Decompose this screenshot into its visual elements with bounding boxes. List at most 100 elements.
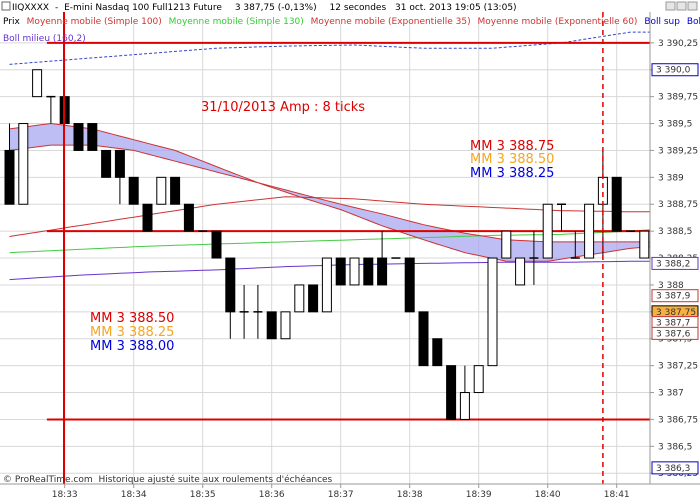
price-label-text: 3 387,9 xyxy=(656,292,691,302)
footer-text: © ProRealTime.com Historique ajusté suit… xyxy=(3,474,333,485)
candle xyxy=(114,149,125,205)
candle-body xyxy=(114,149,125,178)
x-tick-label: 18:34 xyxy=(121,490,147,500)
instrument-name: E-mini Nasdaq 100 Full1213 Future xyxy=(64,3,222,13)
candle xyxy=(87,123,98,151)
price-label: 3 390,0 xyxy=(651,63,699,77)
candle-body xyxy=(142,203,153,232)
candle xyxy=(542,203,553,259)
candle xyxy=(501,230,512,259)
candle xyxy=(253,284,263,339)
candle-body xyxy=(170,176,181,205)
candle xyxy=(335,257,346,286)
candle xyxy=(225,257,236,339)
legend-item: Moyenne mobile (Simple 100) xyxy=(27,17,162,27)
price-labels: 3 390,0 3 388,2 3 387,9 3 387,753 387,7 3 38… xyxy=(651,63,699,475)
candle xyxy=(487,257,498,367)
candle-body xyxy=(639,230,650,259)
candle xyxy=(156,176,167,205)
ema-band-area xyxy=(9,123,650,262)
y-tick-label: 3 387 xyxy=(658,389,684,399)
candle-body xyxy=(542,203,553,259)
candle xyxy=(266,311,277,340)
price-label-box xyxy=(651,256,699,270)
candle xyxy=(170,176,181,205)
candle xyxy=(142,203,153,232)
candle-body xyxy=(87,123,98,151)
candle xyxy=(321,257,332,313)
close-button[interactable] xyxy=(687,1,698,11)
price-label-box xyxy=(651,326,699,340)
left-mm-3: MM 3 388.00 xyxy=(90,339,174,354)
price-label-text: 3 386,3 xyxy=(656,464,690,474)
candle xyxy=(639,230,650,259)
date-amplitude-label: 31/10/2013 Amp : 8 ticks xyxy=(201,100,365,115)
candle-body xyxy=(404,257,415,313)
header-bar xyxy=(0,0,700,12)
chart-menu-icon[interactable] xyxy=(1,1,11,11)
candle-body xyxy=(18,123,29,205)
y-tick-label: 3 386,5 xyxy=(658,442,692,452)
legend-item: Moyenne mobile (Simple 130) xyxy=(169,17,304,27)
minimize-button[interactable] xyxy=(665,1,676,11)
candle xyxy=(18,123,29,205)
candle xyxy=(101,149,112,178)
candle-body xyxy=(418,311,429,367)
indicator-legend: Prix Moyenne mobile (Simple 100) Moyenne… xyxy=(3,17,700,27)
price-label: 3 387,7 xyxy=(651,316,699,330)
legend-item: Boll sup xyxy=(644,17,680,27)
candle-body xyxy=(266,311,277,340)
candles xyxy=(4,69,650,420)
candle xyxy=(308,284,319,313)
x-tick-label: 18:39 xyxy=(466,490,492,500)
candle-body xyxy=(459,392,470,420)
candle-body xyxy=(349,257,360,286)
candle xyxy=(294,284,305,313)
y-tick-label: 3 387,25 xyxy=(658,362,698,372)
price-label: 3 388,2 xyxy=(651,256,699,270)
candle xyxy=(529,231,539,285)
x-axis[interactable]: 18:33 18:34 18:35 18:36 18:37 18:38 18:39 18:40… xyxy=(52,484,630,500)
legend-boll-milieu: Boll milieu (160,2) xyxy=(3,34,86,44)
maximize-button[interactable] xyxy=(676,1,687,11)
right-mm-1: MM 3 388.75 xyxy=(470,139,554,154)
candle-body xyxy=(294,284,305,313)
candle xyxy=(570,231,580,259)
price-label-box xyxy=(651,461,699,475)
candle xyxy=(32,69,43,98)
candle-body xyxy=(156,176,167,205)
symbol: IIQXXXX xyxy=(12,3,49,13)
copyright: © ProRealTime.com xyxy=(3,475,93,485)
candle-body xyxy=(597,176,608,205)
candle-body xyxy=(611,176,622,232)
candle-body xyxy=(211,230,222,259)
right-mm-3: MM 3 388.25 xyxy=(470,166,554,181)
candle xyxy=(363,257,374,286)
y-tick-label: 3 388,5 xyxy=(658,227,692,237)
candle xyxy=(211,230,222,259)
y-tick-label: 3 388,75 xyxy=(658,200,698,210)
window-controls xyxy=(665,1,698,11)
candle xyxy=(418,311,429,367)
candle-body xyxy=(584,203,595,259)
right-mm-2: MM 3 388.50 xyxy=(470,152,554,167)
candle xyxy=(459,365,470,420)
interval: 12 secondes xyxy=(330,3,387,13)
price-label-text: 3 390,0 xyxy=(656,66,691,76)
price-label-text: 3 387,7 xyxy=(656,319,690,329)
candle xyxy=(377,231,388,286)
left-mm-2: MM 3 388.25 xyxy=(90,325,174,340)
candle-body xyxy=(32,69,43,98)
legend-item: Moyenne mobile (Exponentielle 60) xyxy=(478,17,638,27)
series-boll-milieu xyxy=(9,260,650,281)
candle xyxy=(4,123,15,205)
price-label: 3 387,75 xyxy=(651,305,699,319)
candle xyxy=(128,176,139,205)
candle-body xyxy=(446,365,457,420)
candle xyxy=(473,365,484,394)
candle-body xyxy=(363,257,374,286)
legend-item: Boll inf xyxy=(687,17,700,27)
y-tick-label: 3 390,25 xyxy=(658,39,698,49)
candle-body xyxy=(377,257,388,286)
